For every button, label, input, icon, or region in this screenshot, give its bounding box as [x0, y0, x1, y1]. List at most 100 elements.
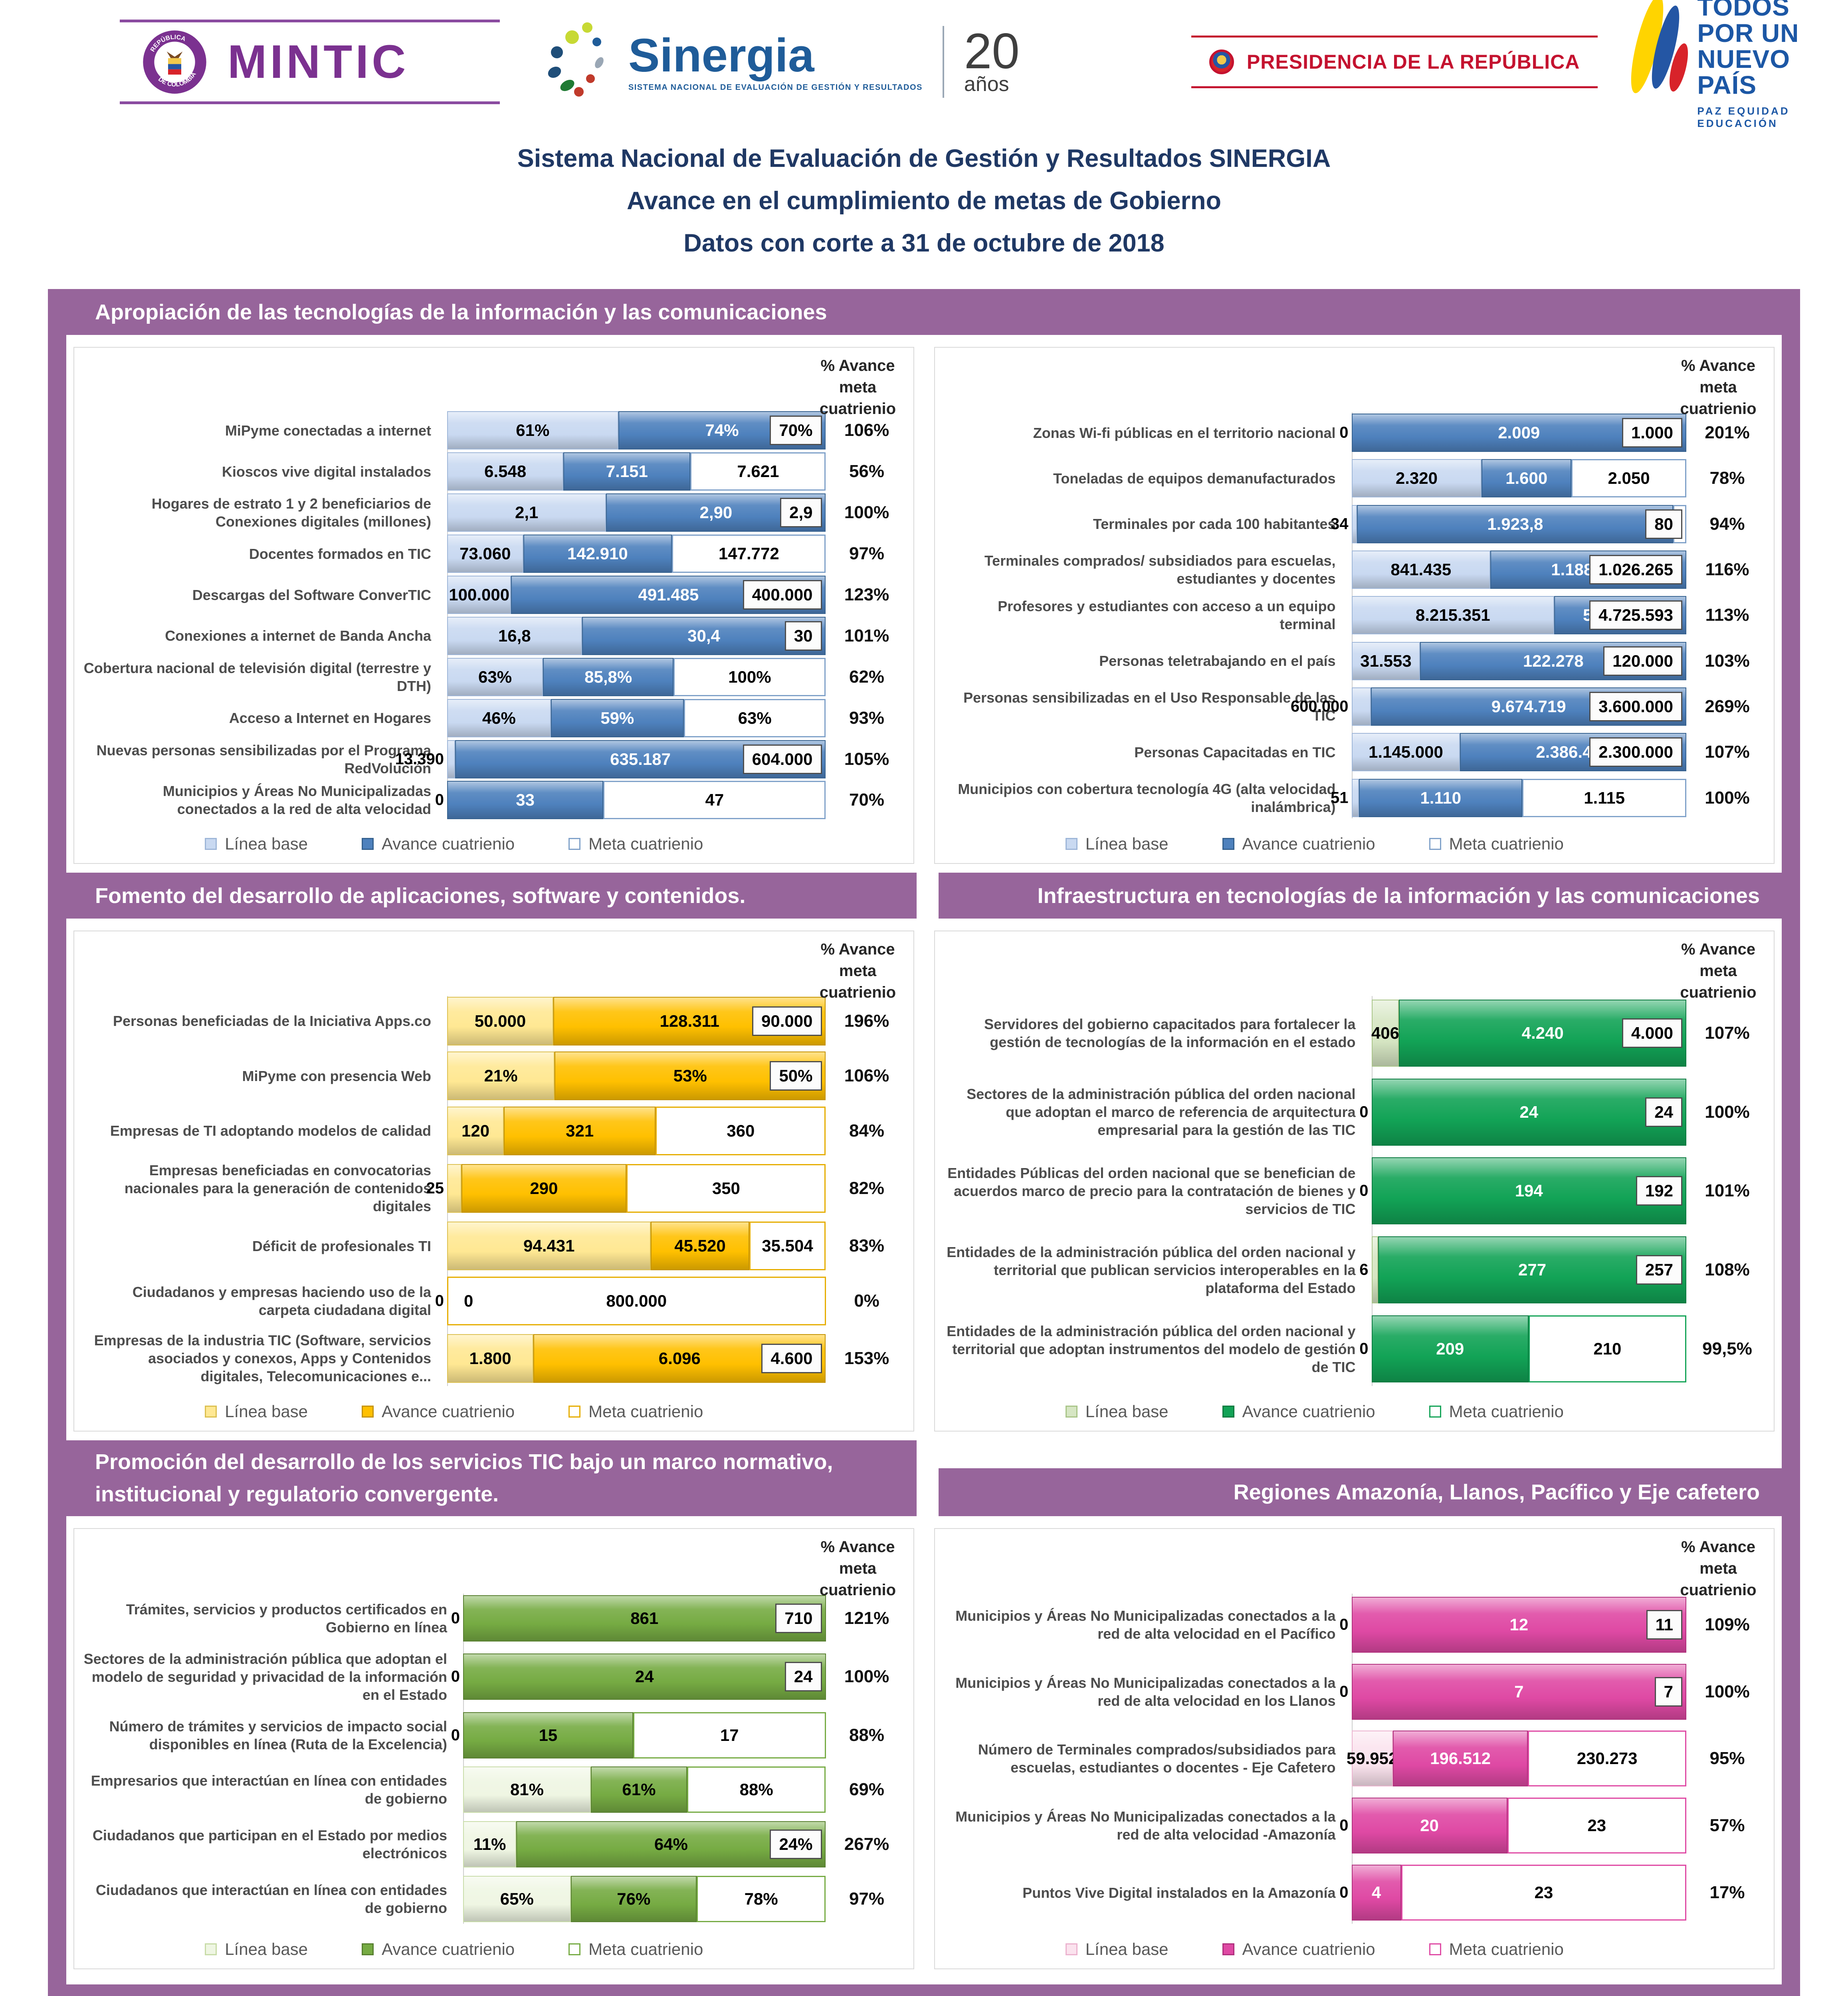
linea-base-bar: 406	[1371, 999, 1399, 1067]
avance-bar: 76%	[570, 1875, 697, 1922]
row-bar: 50.000 128.311 90.000	[447, 996, 826, 1046]
avance-bar: 7.151	[563, 452, 691, 491]
meta-value: 1.115	[1584, 788, 1625, 807]
chart-row: Terminales comprados/ subsidiados para e…	[943, 550, 1769, 589]
meta-value: 257	[1636, 1255, 1682, 1285]
meta-value: 4.725.593	[1589, 600, 1682, 630]
pct-avance-meta: 103%	[1705, 651, 1750, 671]
section3-left-line1: Promoción del desarrollo de los servicio…	[95, 1450, 833, 1474]
linea-base-bar: 94.431	[447, 1222, 651, 1271]
row-label: Acceso a Internet en Hogares	[229, 710, 431, 727]
meta-swatch	[1429, 1406, 1441, 1418]
chart-row: Ciudadanos que participan en el Estado p…	[82, 1821, 908, 1867]
chart-row: Déficit de profesionales TI 94.431 45.520 3…	[82, 1222, 908, 1271]
chart-row: Zonas Wi-fi públicas en el territorio na…	[943, 414, 1769, 452]
avance-bar: 1.110	[1359, 778, 1523, 817]
chart-rows: Personas beneficiadas de la Iniciativa A…	[82, 994, 908, 1388]
nuevo-pais-ribbon-icon	[1624, 0, 1692, 96]
linea-base-value: 600.000	[1290, 697, 1349, 715]
linea-base-value: 65%	[500, 1889, 534, 1908]
linea-base-value: 2.320	[1395, 469, 1438, 488]
row-label: Puntos Vive Digital instalados en la Ama…	[1022, 1884, 1336, 1901]
linea-base-value: 50.000	[474, 1011, 526, 1030]
row-bar: 13.390 635.187 604.000	[395, 740, 826, 778]
axis-header-line: % Avance	[1681, 357, 1755, 374]
avance-value: 1.923,8	[1487, 514, 1543, 533]
pct-avance-meta: 99,5%	[1702, 1339, 1752, 1359]
pct-avance-meta: 82%	[849, 1178, 885, 1198]
linea-base-value: 120	[462, 1121, 490, 1140]
chart-row: Conexiones a internet de Banda Ancha 16,8…	[82, 616, 908, 655]
meta-value: 1.026.265	[1589, 555, 1682, 585]
avance-value: 53%	[673, 1066, 707, 1085]
row-label: Kioscos vive digital instalados	[222, 463, 431, 480]
row-bar: 0 24 24	[1359, 1078, 1686, 1146]
row-label: Entidades de la administración pública d…	[947, 1323, 1356, 1375]
linea-base-bar: 65%	[463, 1875, 571, 1922]
linea-base-value: 73.060	[460, 544, 511, 563]
legend-label: Meta cuatrienio	[588, 1402, 703, 1421]
meta-value: 24	[784, 1662, 822, 1692]
chart-row: Ciudadanos y empresas haciendo uso de la…	[82, 1276, 908, 1325]
meta-bar: 230.273	[1528, 1731, 1686, 1787]
meta-value: 230.273	[1577, 1749, 1638, 1768]
avance-bar: 15	[463, 1712, 633, 1758]
linea-base-value: 0	[1359, 1182, 1369, 1200]
row-label: MiPyme conectadas a internet	[225, 422, 431, 439]
meta-bar: 63%	[683, 699, 826, 737]
chart-row: Kioscos vive digital instalados 6.548 7.15…	[82, 452, 908, 491]
section2-left-title: Fomento del desarrollo de aplicaciones, …	[95, 883, 746, 908]
linea-base-bar: 59.952	[1347, 1731, 1398, 1787]
presidencia-label: PRESIDENCIA DE LA REPÚBLICA	[1246, 51, 1580, 73]
axis-header-line: meta	[839, 378, 877, 396]
meta-bar: 1.115	[1522, 778, 1686, 817]
avance-swatch	[362, 1406, 374, 1418]
pct-avance-meta: 78%	[1709, 468, 1745, 488]
avance-value: 2,90	[699, 503, 733, 522]
legend-label: Avance cuatrienio	[382, 1402, 515, 1421]
pct-avance-meta: 83%	[849, 1236, 885, 1256]
row-label: Número de trámites y servicios de impact…	[109, 1718, 447, 1752]
pct-avance-meta: 17%	[1709, 1883, 1745, 1903]
meta-swatch	[1429, 1943, 1441, 1955]
meta-value: 90.000	[752, 1006, 822, 1036]
avance-bar: 59%	[551, 699, 684, 737]
avance-swatch	[362, 838, 374, 850]
linea-base-value: 13.390	[395, 750, 444, 768]
avance-value: 12	[1509, 1615, 1529, 1634]
linea-base-swatch	[1065, 838, 1078, 850]
chart-row: Municipios y Áreas No Municipalizadas co…	[943, 1663, 1769, 1720]
chart-legend: Línea base Avance cuatrienio Meta cuatrien…	[82, 1388, 908, 1427]
avance-value: 635.187	[610, 749, 671, 768]
section3-panels: % Avance meta cuatrienio Trámites, servicio…	[66, 1516, 1782, 1978]
pct-avance-meta: 100%	[844, 1667, 889, 1687]
axis-header: % Avance meta cuatrienio	[812, 355, 904, 420]
row-bar: 21% 53% 50%	[447, 1051, 826, 1101]
pct-avance-meta: 69%	[849, 1780, 885, 1800]
linea-base-value: 21%	[484, 1066, 518, 1085]
avance-swatch	[1222, 838, 1234, 850]
linea-base-value: 59.952	[1346, 1749, 1398, 1768]
row-bar: 1.145.000 2.386.439 2.300.000	[1351, 733, 1687, 772]
row-bar: 61% 74% 70%	[447, 411, 826, 450]
row-label: Empresas de la industria TIC (Software, …	[94, 1332, 431, 1385]
linea-base-value: 25	[426, 1179, 444, 1197]
chart-row: Cobertura nacional de televisión digital…	[82, 657, 908, 696]
chart-row: Entidades de la administración pública d…	[943, 1315, 1769, 1383]
chart-row: Acceso a Internet en Hogares 46% 59% 63% 93%	[82, 699, 908, 737]
section3-left-title: Promoción del desarrollo de los servicio…	[95, 1446, 833, 1511]
chart-row: Entidades de la administración pública d…	[943, 1236, 1769, 1304]
linea-base-value: 0	[435, 791, 444, 809]
meta-value: 7	[1654, 1677, 1682, 1707]
sinergia-dots-icon	[546, 20, 612, 104]
section2-right-title: Infraestructura en tecnologías de la inf…	[1037, 883, 1760, 908]
row-bar: 0 7 7	[1339, 1663, 1686, 1720]
pct-avance-meta: 56%	[849, 461, 885, 481]
section3-right-title: Regiones Amazonía, Llanos, Pacífico y Ej…	[1233, 1480, 1760, 1504]
linea-base-value: 81%	[510, 1780, 544, 1799]
meta-bar: 7.621	[690, 452, 826, 491]
row-label: Ciudadanos y empresas haciendo uso de la…	[132, 1283, 431, 1318]
chart-rows: MiPyme conectadas a internet 61% 74% 70% 106…	[82, 410, 908, 821]
nuevo-pais-logo: TODOS POR UN NUEVO PAÍS PAZ EQUIDAD EDUC…	[1624, 0, 1848, 130]
row-bar: 81% 61% 88%	[463, 1766, 826, 1813]
